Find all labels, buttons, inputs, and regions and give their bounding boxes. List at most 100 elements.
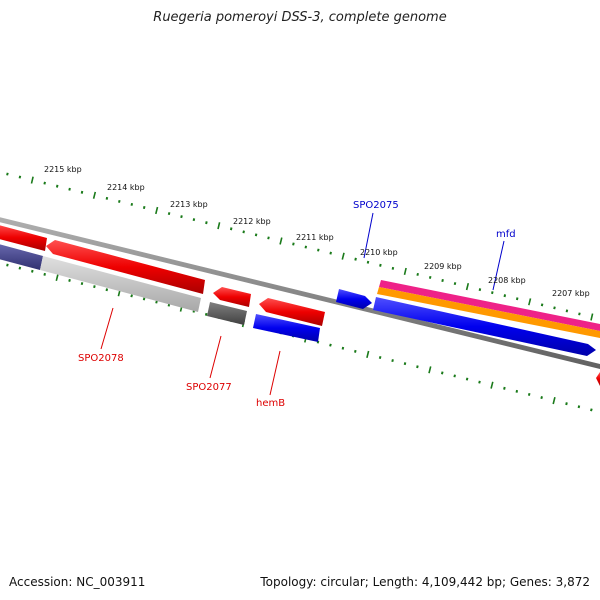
ruler-minor-tick: [93, 285, 96, 289]
ruler-minor-tick: [254, 233, 258, 237]
orf-purple: [0, 244, 43, 270]
ruler-major-tick: [155, 206, 159, 215]
kbp-tick-label: 2214 kbp: [107, 183, 145, 192]
ruler-minor-tick: [6, 263, 9, 267]
ruler-minor-tick: [80, 282, 84, 286]
ruler-minor-tick: [341, 346, 345, 350]
ruler-minor-tick: [379, 263, 382, 267]
rna-feature-orange: [377, 287, 600, 338]
kbp-tick-label: 2208 kbp: [488, 276, 526, 285]
ruler-major-tick: [428, 366, 432, 374]
ruler-minor-tick: [329, 343, 332, 347]
gene-arrow-forward: [373, 297, 596, 356]
ruler-minor-tick: [204, 312, 208, 316]
leader-line-SPO2077: [209, 335, 222, 379]
gene-arrow-forward: [253, 314, 320, 342]
ruler-minor-tick: [515, 297, 519, 301]
ruler-minor-tick: [491, 291, 494, 295]
ruler-minor-tick: [105, 196, 109, 200]
ruler-minor-tick: [465, 377, 469, 381]
leader-line-hemB: [269, 350, 281, 396]
ruler-minor-tick: [316, 340, 320, 344]
ruler-major-tick: [55, 273, 59, 281]
ruler-major-tick: [552, 397, 556, 405]
kbp-tick-label: 2207 kbp: [552, 289, 590, 298]
ruler-major-tick: [528, 298, 532, 306]
leader-line-SPO2078: [100, 307, 114, 350]
ruler-minor-tick: [391, 359, 394, 363]
ruler-minor-tick: [6, 172, 9, 176]
ruler-minor-tick: [565, 309, 569, 313]
ruler-major-tick: [403, 267, 407, 275]
kbp-tick-label: 2213 kbp: [170, 200, 208, 209]
gene-label-SPO2075: SPO2075: [353, 200, 399, 211]
ruler-minor-tick: [378, 355, 382, 360]
ruler-major-tick: [30, 176, 34, 184]
ruler-major-tick: [341, 252, 345, 260]
ruler-minor-tick: [142, 297, 146, 301]
ruler-minor-tick: [229, 227, 233, 231]
ruler-minor-tick: [403, 362, 407, 366]
ruler-minor-tick: [43, 181, 46, 185]
ruler-minor-tick: [130, 202, 134, 206]
gene-arrow-reverse: [596, 372, 600, 386]
ruler-minor-tick: [155, 300, 158, 304]
ruler-major-tick: [490, 381, 494, 389]
ruler-minor-tick: [43, 272, 46, 276]
accession-text: Accession: NC_003911: [9, 575, 146, 589]
kbp-tick-labels: 2215 kbp 2214 kbp 2213 kbp 2212 kbp 2211…: [44, 165, 590, 298]
genome-backbone: [0, 217, 600, 369]
ruler-minor-tick: [267, 236, 270, 240]
ruler-minor-tick: [540, 396, 543, 400]
rna-feature-magenta: [379, 280, 600, 331]
kbp-tick-label: 2210 kbp: [360, 248, 398, 257]
ruler-minor-tick: [553, 306, 556, 310]
ruler-major-tick: [366, 350, 370, 358]
leader-line-SPO2075: [363, 212, 374, 259]
ruler-minor-tick: [366, 260, 370, 264]
ruler-minor-tick: [105, 288, 109, 292]
ruler-minor-tick: [354, 349, 357, 353]
ruler-minor-tick: [192, 218, 196, 222]
kbp-tick-label: 2215 kbp: [44, 165, 82, 174]
gene-label-SPO2077: SPO2077: [186, 382, 232, 393]
ruler-minor-tick: [527, 392, 531, 396]
ruler-minor-tick: [565, 402, 568, 406]
ruler-minor-tick: [80, 190, 84, 194]
ruler-minor-tick: [453, 374, 456, 378]
ruler-minor-tick: [416, 272, 419, 276]
gene-arrow-reverse: [46, 240, 205, 294]
ruler-minor-tick: [118, 199, 121, 203]
ruler-minor-tick: [503, 386, 506, 390]
ruler-minor-tick: [180, 215, 183, 219]
ruler-minor-tick: [292, 242, 295, 246]
ruler-minor-tick: [478, 380, 481, 384]
ruler-major-tick: [92, 191, 97, 199]
gene-arrow-reverse: [259, 298, 325, 326]
gene-arrow-forward: [336, 289, 372, 309]
gene-arrow-reverse: [213, 287, 251, 307]
ruler-minor-tick: [304, 245, 308, 249]
ruler-minor-tick: [317, 248, 320, 252]
ruler-major-tick: [465, 283, 470, 291]
ruler-minor-tick: [68, 278, 71, 282]
ruler-minor-tick: [590, 408, 593, 412]
ruler-major-tick: [217, 222, 221, 230]
ruler-minor-tick: [329, 251, 332, 255]
ruler-minor-tick: [540, 303, 544, 307]
ruler-minor-tick: [515, 389, 519, 393]
ruler-minor-tick: [416, 365, 419, 369]
gene-label-mfd: mfd: [496, 229, 516, 240]
ruler-minor-tick: [478, 288, 482, 292]
ruler-minor-tick: [205, 221, 208, 225]
outer-ruler: [6, 172, 594, 321]
ruler-minor-tick: [68, 187, 71, 191]
orf-dark: [207, 302, 247, 325]
ruler-major-tick: [279, 237, 283, 245]
ruler-minor-tick: [391, 266, 395, 270]
ruler-minor-tick: [31, 269, 34, 273]
genome-summary-text: Topology: circular; Length: 4,109,442 bp…: [260, 575, 590, 589]
ruler-minor-tick: [428, 275, 432, 279]
